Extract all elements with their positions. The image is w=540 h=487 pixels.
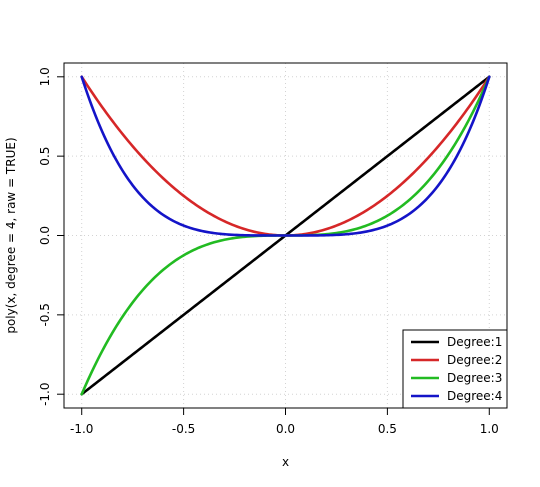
legend-label: Degree:1 [447, 335, 502, 349]
x-axis-title: x [282, 455, 289, 469]
series-line-degree-4 [80, 75, 491, 237]
y-tick-label: 0.0 [38, 226, 52, 245]
x-tick-label: 1.0 [480, 422, 499, 436]
x-tick-label: -1.0 [70, 422, 93, 436]
y-tick-label: 1.0 [38, 67, 52, 86]
y-tick-label: -0.5 [38, 303, 52, 326]
y-axis-title: poly(x, degree = 4, raw = TRUE) [4, 137, 18, 333]
y-tick-label: -1.0 [38, 382, 52, 405]
legend-label: Degree:2 [447, 353, 502, 367]
x-tick-label: -0.5 [172, 422, 195, 436]
y-axis: -1.0 -0.5 0.0 0.5 1.0 [38, 67, 64, 406]
legend-label: Degree:3 [447, 371, 502, 385]
series-lines [80, 75, 491, 396]
x-axis: -1.0 -0.5 0.0 0.5 1.0 [70, 407, 499, 436]
x-tick-label: 0.0 [276, 422, 295, 436]
legend-label: Degree:4 [447, 389, 502, 403]
x-tick-label: 0.5 [378, 422, 397, 436]
legend: Degree:1 Degree:2 Degree:3 Degree:4 [402, 329, 508, 409]
y-tick-label: 0.5 [38, 147, 52, 166]
